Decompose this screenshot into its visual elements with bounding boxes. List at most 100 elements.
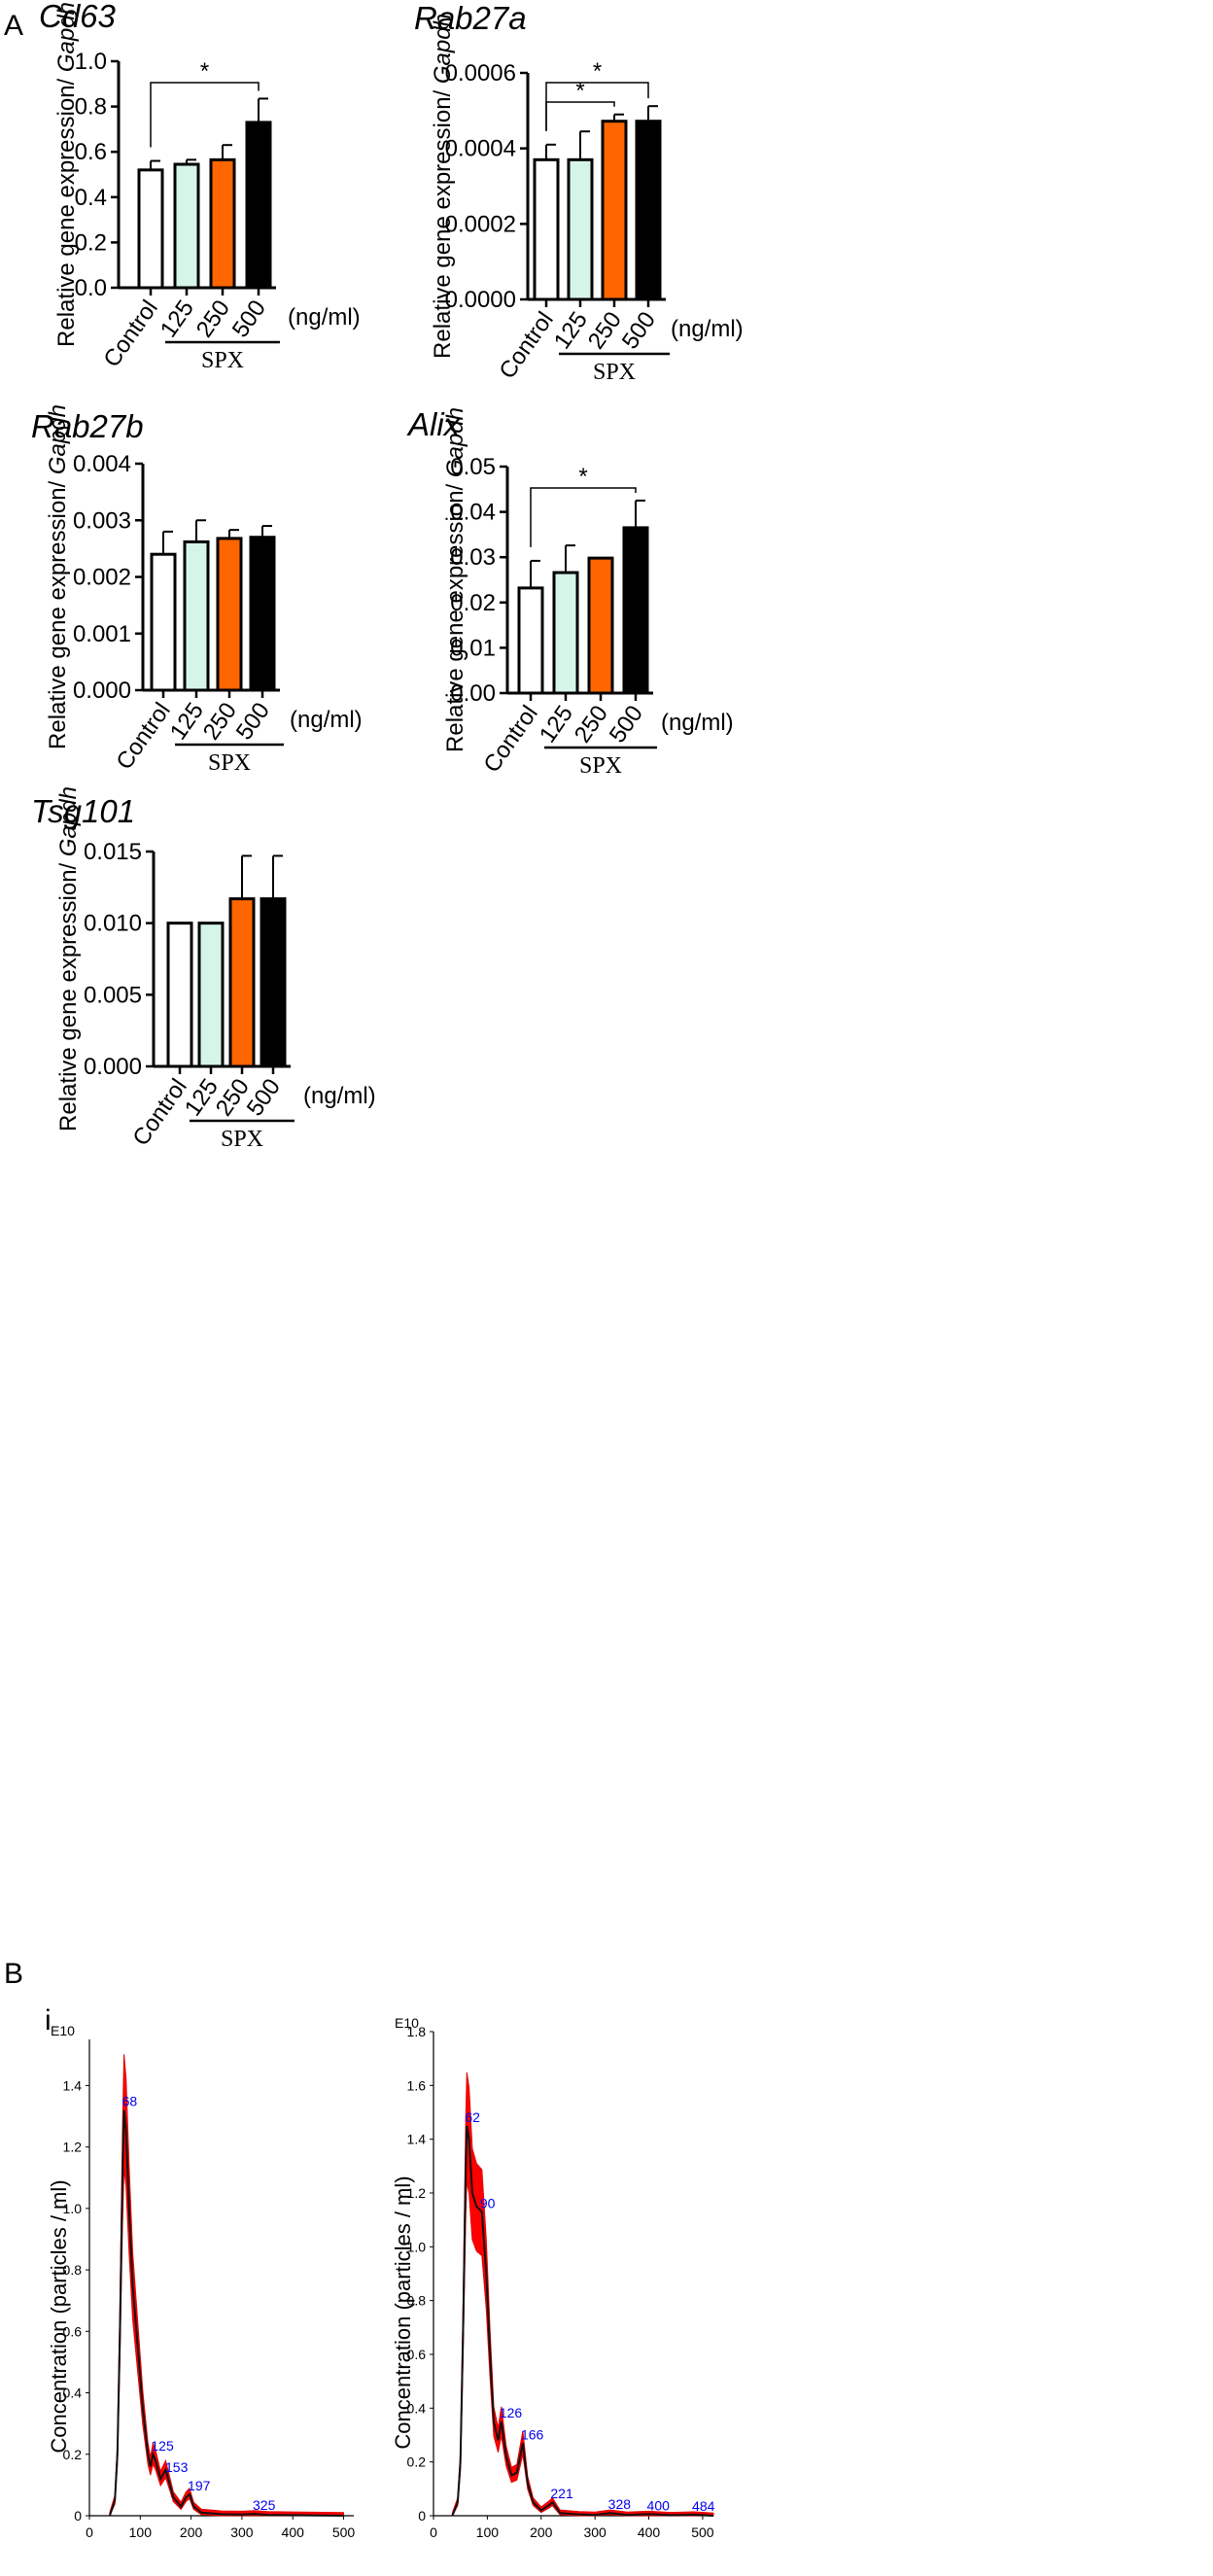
bar-500 — [260, 897, 287, 1068]
x-tick-label: Control — [478, 701, 542, 778]
panel-label-a: A — [4, 10, 23, 42]
x-tick-label: 125 — [156, 296, 199, 342]
x-tick-label: 100 — [476, 2524, 500, 2540]
y-tick-label: 0.8 — [407, 2293, 427, 2309]
bar-control — [517, 586, 544, 695]
x-tick-label: 500 — [242, 1074, 286, 1121]
y-axis-label: Relative gene expression/ Gapdh — [55, 786, 82, 1131]
unit-label: (ng/ml) — [671, 316, 744, 342]
y-exponent: E10 — [395, 2015, 419, 2031]
peak-label: 62 — [465, 2109, 480, 2125]
significance-star: * — [200, 58, 209, 85]
y-tick-label: 1.0 — [75, 49, 107, 75]
significance-star: * — [578, 464, 587, 490]
x-tick-label: 250 — [191, 296, 235, 342]
bar-125 — [567, 157, 594, 301]
peak-label: 484 — [692, 2498, 715, 2514]
y-tick-label: 0 — [74, 2508, 82, 2524]
mean-curve — [451, 2125, 714, 2517]
y-tick-label: 0.0000 — [445, 287, 516, 313]
y-tick-label: 1.8 — [407, 2024, 427, 2039]
x-tick-label: 500 — [605, 701, 648, 748]
y-tick-label: 1.0 — [63, 2201, 83, 2216]
bar-125 — [183, 540, 210, 692]
y-tick-label: 0.01 — [450, 635, 496, 661]
y-tick-label: 0.004 — [73, 451, 131, 477]
significance-star: * — [593, 58, 602, 85]
bar-500 — [635, 120, 662, 301]
chart-title: Alix — [406, 406, 462, 442]
y-tick-label: 1.2 — [407, 2185, 427, 2201]
error-envelope — [109, 2054, 344, 2517]
peak-label: 400 — [647, 2497, 671, 2513]
y-tick-label: 0.04 — [450, 500, 496, 526]
panel-label-i: i — [45, 2004, 52, 2036]
bar-250 — [587, 556, 614, 695]
y-tick-label: 0.4 — [63, 2385, 83, 2401]
bar-125 — [552, 571, 579, 695]
y-tick-label: 0.8 — [75, 94, 107, 121]
x-tick-label: 500 — [691, 2524, 714, 2540]
x-tick-label: 100 — [129, 2524, 153, 2540]
y-tick-label: 0.05 — [450, 454, 496, 480]
unit-label: (ng/ml) — [290, 707, 363, 733]
y-axis-label: Relative gene expression/ Gapdh — [45, 404, 71, 749]
bar-500 — [622, 526, 649, 695]
y-axis-label: Concentration (particles / ml) — [391, 2176, 415, 2449]
peak-label: 221 — [550, 2486, 573, 2501]
y-tick-label: 0.003 — [73, 507, 131, 534]
y-tick-label: 0.8 — [63, 2262, 83, 2278]
y-tick-label: 0.002 — [73, 565, 131, 591]
x-tick-label: 500 — [617, 307, 661, 354]
y-tick-label: 0.001 — [73, 621, 131, 647]
significance-bracket — [150, 82, 260, 148]
bar-125 — [197, 922, 225, 1068]
group-label: SPX — [221, 1127, 263, 1152]
bar-125 — [173, 162, 200, 290]
y-tick-label: 0.015 — [84, 839, 142, 865]
peak-label: 197 — [188, 2478, 211, 2493]
y-tick-label: 0.4 — [407, 2400, 427, 2416]
error-envelope — [451, 2071, 714, 2517]
chart-title: Cd63 — [39, 0, 117, 34]
y-tick-label: 0.2 — [75, 229, 107, 256]
chart-rab27b: Rab27b 0.000 0.001 0.002 0.003 0.004Relative … — [31, 404, 363, 776]
group-label: SPX — [579, 753, 622, 779]
x-tick-label: 250 — [570, 701, 613, 748]
x-tick-label: 250 — [583, 307, 627, 354]
x-tick-label: 125 — [535, 701, 578, 748]
y-tick-label: 1.6 — [407, 2077, 427, 2093]
bar-250 — [228, 897, 256, 1068]
x-tick-label: Control — [98, 296, 162, 372]
unit-label: (ng/ml) — [303, 1083, 376, 1109]
chart-title: Rab27b — [31, 408, 144, 444]
y-tick-label: 0.0004 — [445, 136, 516, 162]
y-exponent: E10 — [51, 2023, 75, 2038]
x-tick-label: Control — [494, 307, 558, 384]
bar-250 — [601, 120, 628, 301]
significance-star: * — [575, 78, 584, 104]
x-tick-label: 250 — [198, 698, 242, 745]
x-tick-label: 500 — [227, 296, 271, 342]
group-label: SPX — [208, 750, 251, 776]
x-tick-label: 400 — [282, 2524, 305, 2540]
bar-control — [137, 168, 164, 290]
x-tick-label: 200 — [180, 2524, 203, 2540]
y-axis-label: Relative gene expression/ Gapdh — [430, 14, 456, 359]
chart-title: Rab27a — [414, 0, 527, 36]
peak-label: 125 — [151, 2438, 174, 2454]
group-label: SPX — [201, 348, 244, 373]
peak-label: 328 — [608, 2496, 632, 2512]
bar-250 — [216, 537, 243, 692]
unit-label: (ng/ml) — [288, 304, 361, 331]
bar-500 — [245, 121, 272, 290]
bar-500 — [249, 536, 276, 692]
bar-control — [166, 922, 193, 1068]
bar-control — [533, 157, 560, 301]
peak-label: 166 — [521, 2426, 544, 2442]
significance-bracket — [530, 487, 637, 547]
y-tick-label: 0.6 — [63, 2323, 83, 2339]
